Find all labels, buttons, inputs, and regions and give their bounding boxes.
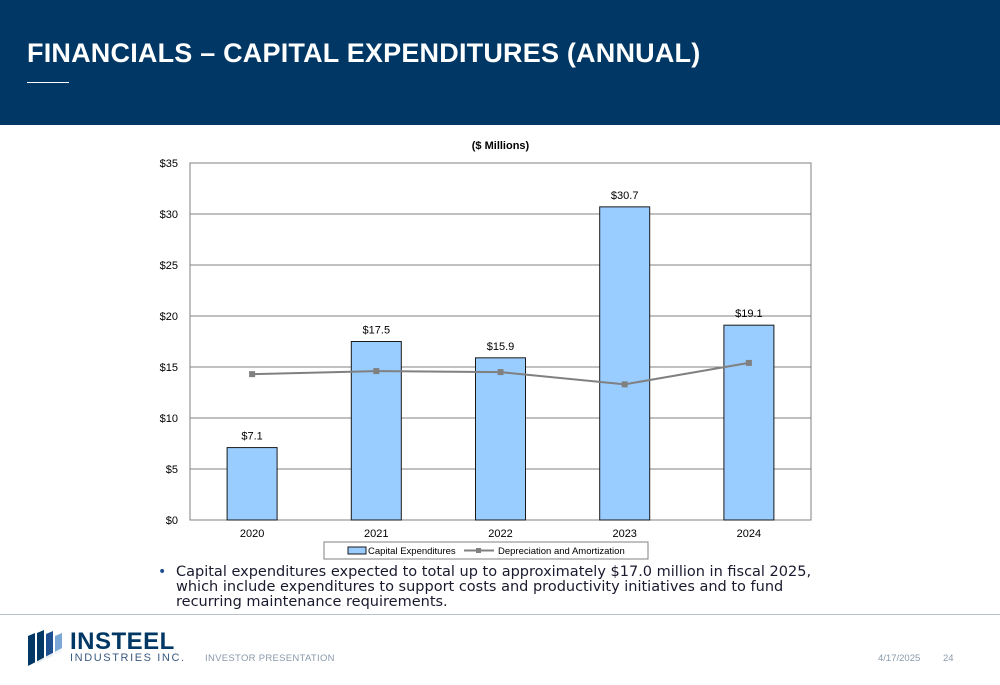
bullet-text: Capital expenditures expected to total u…	[176, 564, 812, 610]
da-marker	[621, 381, 628, 388]
footer-label: INVESTOR PRESENTATION	[205, 653, 335, 664]
bullet-item: • Capital expenditures expected to total…	[158, 565, 818, 610]
y-tick-label: $5	[166, 464, 178, 476]
legend-label-da: Depreciation and Amortization	[498, 546, 625, 557]
da-marker	[745, 359, 752, 366]
logo-mark-icon	[28, 630, 62, 666]
bullet-dot: •	[158, 564, 167, 580]
title-underline	[27, 82, 69, 83]
da-marker	[497, 369, 504, 376]
x-tick-label: 2023	[612, 528, 636, 540]
bar-2022	[475, 357, 526, 521]
bar-2023	[599, 206, 651, 521]
x-tick-label: 2020	[240, 528, 264, 540]
x-tick-label: 2021	[364, 528, 388, 540]
legend-label-capex: Capital Expenditures	[368, 546, 456, 557]
bar-2024	[723, 324, 775, 521]
footer-divider	[0, 614, 1000, 615]
bar-data-label: $15.9	[487, 341, 515, 353]
y-tick-label: $30	[160, 209, 178, 221]
header-banner: FINANCIALS – CAPITAL EXPENDITURES (ANNUA…	[0, 0, 1000, 125]
y-tick-label: $10	[160, 413, 178, 425]
da-marker	[249, 371, 256, 378]
logo-subtitle: INDUSTRIES INC.	[70, 652, 186, 664]
y-tick-label: $25	[160, 260, 178, 272]
x-tick-label: 2022	[488, 528, 512, 540]
company-logo: INSTEEL INDUSTRIES INC.	[28, 628, 198, 666]
da-marker	[373, 368, 380, 375]
bar-data-label: $7.1	[241, 431, 262, 443]
chart-title: ($ Millions)	[472, 140, 530, 152]
logo-wordmark: INSTEEL	[70, 628, 175, 655]
bar-data-label: $17.5	[363, 325, 391, 337]
y-tick-label: $20	[160, 311, 178, 323]
y-tick-label: $0	[166, 515, 178, 527]
page-title: FINANCIALS – CAPITAL EXPENDITURES (ANNUA…	[27, 38, 701, 68]
x-tick-label: 2024	[737, 528, 761, 540]
y-tick-label: $15	[160, 362, 178, 374]
legend-swatch-capex	[347, 546, 367, 555]
footer-date: 4/17/2025	[878, 653, 921, 664]
bar-data-label: $19.1	[735, 308, 763, 320]
legend-swatch-da-marker	[476, 548, 481, 553]
capex-chart: ($ Millions) $0 $5 $10 $15 $20 $25 $30 $35 $7.1 $1…	[160, 140, 812, 560]
bar-data-label: $30.7	[611, 190, 639, 202]
bar-2020	[226, 447, 278, 521]
page-number: 24	[943, 653, 954, 664]
y-tick-label: $35	[160, 158, 178, 170]
